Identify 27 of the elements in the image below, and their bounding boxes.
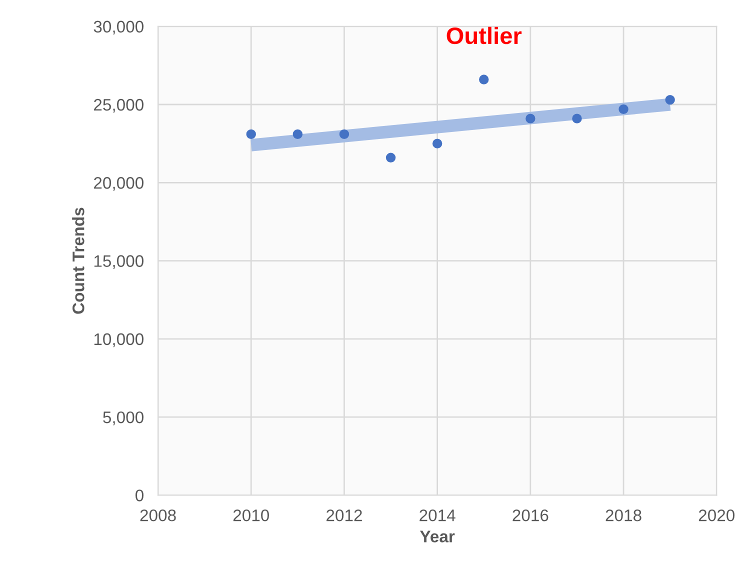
x-tick-label: 2020 — [698, 510, 735, 522]
y-tick-label: 0 — [136, 490, 144, 502]
point — [339, 129, 350, 140]
y-tick-label: 20,000 — [94, 177, 144, 191]
point — [246, 129, 256, 140]
point — [572, 114, 582, 124]
point — [665, 94, 675, 105]
x-tick-label: 2014 — [420, 510, 456, 522]
x-tick-label: 2010 — [233, 510, 270, 522]
point — [292, 129, 303, 140]
y-tick-label: 5,000 — [103, 411, 144, 426]
y-tick-label: 15,000 — [94, 255, 144, 269]
y-axis-title: Count Trends — [72, 208, 84, 314]
y-tick-label: 25,000 — [94, 98, 144, 113]
x-tick-label: 2018 — [606, 510, 642, 522]
x-tick-label: 2008 — [140, 510, 176, 522]
x-tick-label: 2016 — [512, 510, 548, 522]
y-tick-label: 30,000 — [94, 20, 144, 35]
point — [526, 114, 536, 124]
point — [432, 138, 442, 148]
annotation: Outlier — [446, 26, 522, 44]
x-tick-label: 2012 — [326, 510, 362, 522]
point — [618, 104, 628, 114]
point — [479, 74, 489, 84]
y-tick-label: 10,000 — [94, 333, 144, 348]
x-axis-title: Year — [420, 530, 455, 542]
point — [386, 152, 396, 162]
